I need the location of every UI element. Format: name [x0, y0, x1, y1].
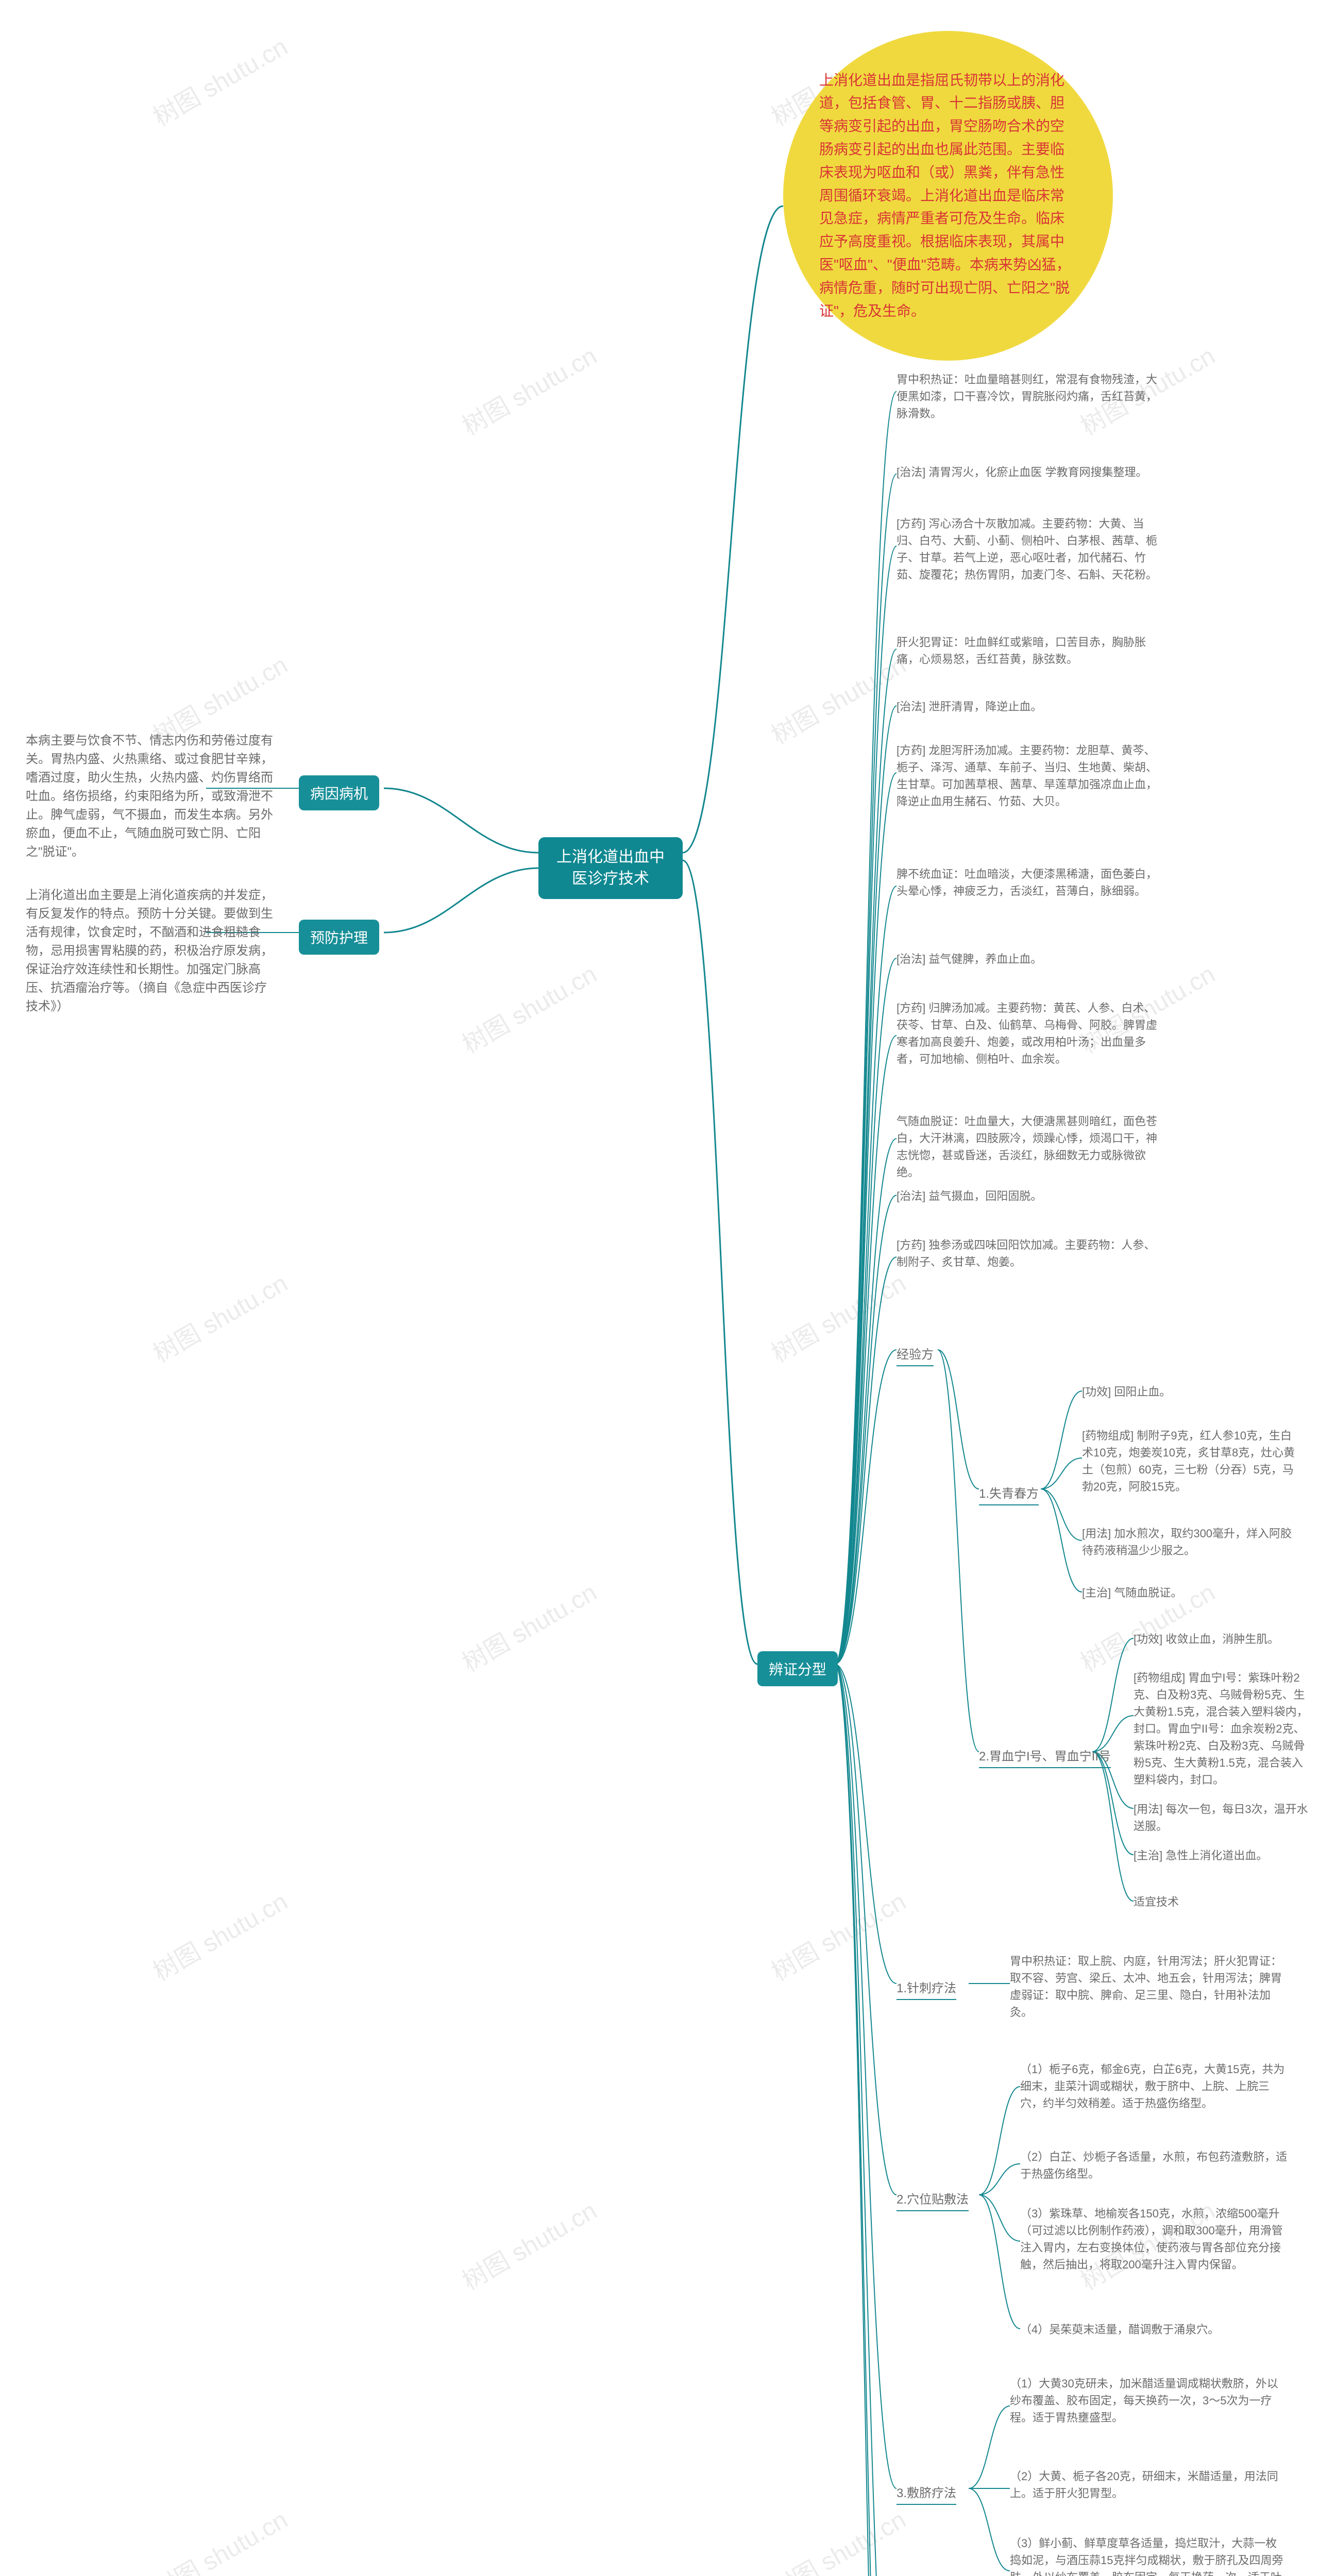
f2-label[interactable]: 2.胃血宁I号、胃血宁II号	[979, 1744, 1111, 1768]
syn-4b: [治法] 益气摄血，回阳固脱。	[897, 1188, 1042, 1205]
f1-i3: [用法] 加水煎次，取约300毫升，烊入阿胶待药液稍温少少服之。	[1082, 1525, 1298, 1559]
bingyin-desc: 本病主要与饮食不节、情志内伤和劳倦过度有关。胃热内盛、火热熏络、或过食肥甘辛辣，…	[26, 732, 273, 861]
syn-1a: 胃中积热证：吐血量暗甚则红，常混有食物残渣，大便黑如漆，口干喜冷饮，胃脘胀闷灼痛…	[897, 371, 1164, 422]
f1-i2: [药物组成] 制附子9克，红人参10克，生白术10克，炮姜炭10克，炙甘草8克，…	[1082, 1427, 1298, 1495]
f1-label[interactable]: 1.失青春方	[979, 1481, 1039, 1505]
t2-i1: （1）栀子6克，郁金6克，白芷6克，大黄15克，共为细末，韭菜汁调或糊状，敷于脐…	[1020, 2061, 1288, 2112]
syn-2a: 肝火犯胃证：吐血鲜红或紫暗，口苦目赤，胸胁胀痛，心烦易怒，舌红苔黄，脉弦数。	[897, 634, 1164, 668]
syn-3c: [方药] 归脾汤加减。主要药物：黄芪、人参、白术、茯苓、甘草、白及、仙鹤草、乌梅…	[897, 999, 1164, 1067]
branch-bianzheng[interactable]: 辨证分型	[757, 1651, 838, 1686]
t1-d: 胃中积热证：取上脘、内庭，针用泻法；肝火犯胃证：取不容、劳宫、梁丘、太冲、地五会…	[1010, 1953, 1288, 2021]
syn-1c: [方药] 泻心汤合十灰散加减。主要药物：大黄、当归、白芍、大蓟、小蓟、侧柏叶、白…	[897, 515, 1164, 583]
f2-i1: [功效] 收敛止血，消肿生肌。	[1134, 1631, 1279, 1648]
f2-i3: [用法] 每次一包，每日3次，温开水送服。	[1134, 1801, 1309, 1835]
syn-1b: [治法] 清胃泻火，化瘀止血医 学教育网搜集整理。	[897, 464, 1147, 481]
intro-circle: 上消化道出血是指屈氏韧带以上的消化道，包括食管、胃、十二指肠或胰、胆等病变引起的…	[783, 31, 1113, 361]
t3-label[interactable]: 3.敷脐疗法	[897, 2481, 956, 2505]
branch-bianzheng-label: 辨证分型	[769, 1662, 826, 1677]
syn-4c: [方药] 独参汤或四味回阳饮加减。主要药物：人参、制附子、炙甘草、炮姜。	[897, 1236, 1164, 1270]
f2-i5: 适宜技术	[1134, 1893, 1179, 1910]
syn-2c: [方药] 龙胆泻肝汤加减。主要药物：龙胆草、黄芩、栀子、泽泻、通草、车前子、当归…	[897, 742, 1164, 810]
t1-label[interactable]: 1.针刺疗法	[897, 1976, 956, 2000]
t3-i3: （3）鲜小蓟、鲜草度草各适量，捣烂取汁，大蒜一枚捣如泥，与酒压蒜15克拌匀成糊状…	[1010, 2535, 1288, 2576]
f2-i2: [药物组成] 胃血宁I号：紫珠叶粉2克、白及粉3克、乌贼骨粉5克、生大黄粉1.5…	[1134, 1669, 1309, 1788]
syn-4a: 气随血脱证：吐血量大，大便溏黑甚则暗红，面色苍白，大汗淋漓，四肢厥冷，烦躁心悸，…	[897, 1113, 1164, 1181]
t2-i4: （4）吴茱萸末适量，醋调敷于涌泉穴。	[1020, 2321, 1219, 2338]
branch-bingyin[interactable]: 病因病机	[299, 775, 379, 810]
intro-text: 上消化道出血是指屈氏韧带以上的消化道，包括食管、胃、十二指肠或胰、胆等病变引起的…	[819, 69, 1077, 323]
yufang-desc: 上消化道出血主要是上消化道疾病的并发症，有反复发作的特点。预防十分关键。要做到生…	[26, 886, 273, 1016]
branch-bingyin-label: 病因病机	[310, 786, 368, 802]
syn-3a: 脾不统血证：吐血暗淡，大便漆黑稀溏，面色萎白，头晕心悸，神疲乏力，舌淡红，苔薄白…	[897, 866, 1164, 900]
f1-i1: [功效] 回阳止血。	[1082, 1383, 1171, 1400]
root-node[interactable]: 上消化道出血中医诊疗技术	[538, 837, 683, 899]
branch-yufang-label: 预防护理	[310, 930, 368, 946]
t2-i3: （3）紫珠草、地榆炭各150克，水煎，浓缩500毫升（可过滤以比例制作药液），调…	[1020, 2205, 1288, 2273]
root-title: 上消化道出血中医诊疗技术	[556, 849, 665, 887]
t2-label[interactable]: 2.穴位贴敷法	[897, 2187, 969, 2211]
syn-3b: [治法] 益气健脾，养血止血。	[897, 951, 1042, 968]
f2-i4: [主治] 急性上消化道出血。	[1134, 1847, 1267, 1864]
t2-i2: （2）白芷、炒栀子各适量，水煎，布包药渣敷脐，适于热盛伤络型。	[1020, 2148, 1288, 2182]
branch-yufang[interactable]: 预防护理	[299, 920, 379, 955]
syn-2b: [治法] 泄肝清胃，降逆止血。	[897, 698, 1042, 715]
jingyan[interactable]: 经验方	[897, 1342, 934, 1366]
t3-i2: （2）大黄、栀子各20克，研细末，米醋适量，用法同上。适于肝火犯胃型。	[1010, 2468, 1288, 2502]
t3-i1: （1）大黄30克研未，加米醋适量调成糊状敷脐，外以纱布覆盖、胶布固定，每天换药一…	[1010, 2375, 1288, 2426]
f1-i4: [主治] 气随血脱证。	[1082, 1584, 1182, 1601]
